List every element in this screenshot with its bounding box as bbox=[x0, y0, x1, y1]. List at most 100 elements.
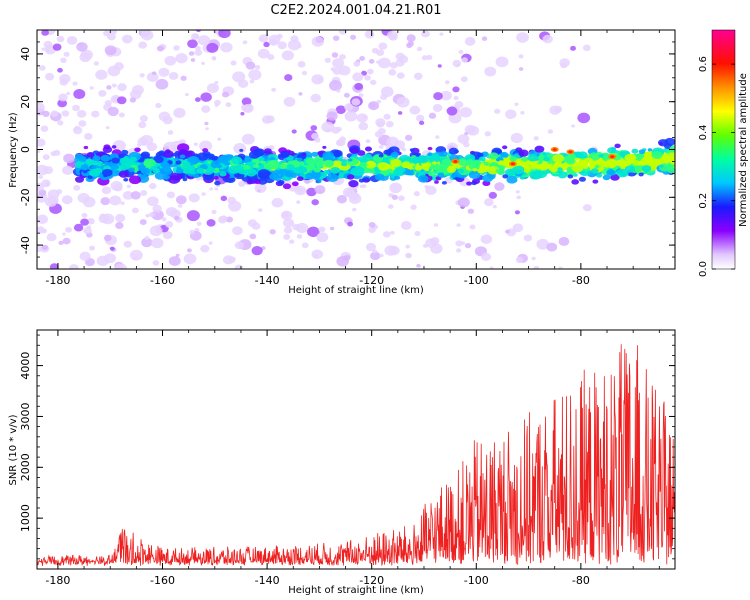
noise-blob bbox=[100, 197, 111, 206]
noise-blob bbox=[73, 223, 84, 232]
band-blob bbox=[549, 166, 558, 173]
band-blob bbox=[477, 168, 485, 174]
band-blob bbox=[675, 153, 681, 157]
band-blob bbox=[313, 167, 322, 173]
noise-blob bbox=[217, 137, 222, 141]
noise-blob bbox=[387, 30, 398, 40]
noise-blob bbox=[317, 77, 323, 82]
band-blob bbox=[468, 170, 481, 180]
noise-blob bbox=[218, 30, 231, 39]
noise-blob bbox=[332, 35, 340, 41]
band-blob bbox=[348, 158, 353, 162]
noise-blob bbox=[197, 35, 211, 46]
band-blob bbox=[596, 173, 603, 178]
noise-blob bbox=[428, 112, 437, 119]
noise-blob bbox=[66, 36, 78, 45]
noise-blob bbox=[57, 67, 63, 73]
band-blob bbox=[412, 156, 422, 164]
noise-blob bbox=[446, 106, 458, 116]
noise-blob bbox=[41, 30, 49, 36]
band-blob bbox=[350, 167, 363, 176]
noise-blob bbox=[558, 266, 563, 269]
noise-blob bbox=[73, 89, 86, 100]
noise-blob bbox=[146, 72, 159, 82]
band-blob bbox=[363, 177, 368, 181]
band-blob bbox=[333, 150, 343, 157]
band-blob bbox=[679, 160, 688, 166]
band-blob bbox=[137, 170, 142, 174]
noise-blob bbox=[364, 75, 371, 81]
spectrogram-xtick-label: -160 bbox=[150, 274, 175, 287]
noise-blob bbox=[79, 52, 92, 63]
band-blob bbox=[100, 154, 111, 162]
band-blob bbox=[606, 169, 616, 176]
band-blob bbox=[349, 147, 360, 154]
noise-blob bbox=[38, 65, 46, 71]
noise-blob bbox=[467, 125, 480, 136]
noise-blob bbox=[495, 56, 509, 68]
noise-blob bbox=[464, 243, 472, 249]
noise-blob bbox=[200, 244, 210, 253]
band-blob bbox=[669, 145, 675, 153]
noise-blob bbox=[248, 69, 262, 81]
noise-blob bbox=[533, 265, 540, 269]
band-blob bbox=[676, 153, 683, 158]
noise-blob bbox=[421, 55, 428, 61]
noise-blob bbox=[214, 187, 219, 191]
noise-blob bbox=[385, 120, 394, 128]
noise-blob bbox=[343, 92, 350, 98]
noise-blob bbox=[241, 97, 252, 106]
noise-blob bbox=[335, 139, 344, 147]
band-blob bbox=[277, 180, 285, 185]
noise-blob bbox=[62, 232, 66, 236]
noise-blob bbox=[65, 226, 72, 233]
band-blob bbox=[322, 145, 327, 149]
band-blob bbox=[420, 163, 430, 170]
band-blob bbox=[291, 181, 299, 187]
band-blob bbox=[502, 174, 509, 179]
noise-blob bbox=[454, 101, 464, 109]
noise-blob bbox=[520, 110, 525, 115]
noise-blob bbox=[559, 58, 570, 68]
noise-blob bbox=[194, 49, 203, 56]
band-blob bbox=[592, 179, 599, 184]
noise-blob bbox=[290, 35, 299, 43]
band-blob bbox=[679, 158, 686, 163]
noise-blob bbox=[518, 67, 524, 71]
band-blob bbox=[300, 166, 308, 173]
band-blob bbox=[416, 152, 421, 156]
noise-blob bbox=[168, 256, 181, 267]
band-blob bbox=[594, 164, 600, 169]
noise-blob bbox=[44, 196, 58, 207]
noise-blob bbox=[297, 61, 306, 68]
noise-blob bbox=[180, 75, 187, 81]
noise-blob bbox=[43, 166, 54, 175]
noise-blob bbox=[173, 107, 186, 119]
snr-ytick-label: 3000 bbox=[19, 402, 32, 430]
noise-blob bbox=[241, 133, 255, 145]
noise-blob bbox=[542, 34, 553, 44]
noise-blob bbox=[38, 175, 44, 180]
noise-blob bbox=[186, 248, 192, 253]
band-blob bbox=[275, 171, 285, 178]
noise-blob bbox=[133, 256, 138, 261]
band-blob bbox=[246, 179, 254, 185]
noise-blob bbox=[82, 196, 96, 208]
band-blob bbox=[658, 142, 664, 146]
band-blob bbox=[243, 166, 249, 170]
band-blob bbox=[390, 151, 400, 158]
noise-blob bbox=[129, 249, 143, 261]
noise-blob bbox=[359, 184, 365, 189]
noise-blob bbox=[456, 223, 461, 227]
noise-blob bbox=[335, 105, 346, 114]
noise-blob bbox=[365, 242, 377, 252]
noise-blob bbox=[126, 184, 131, 189]
noise-blob bbox=[43, 40, 53, 49]
band-blob bbox=[428, 154, 441, 163]
noise-blob bbox=[459, 107, 472, 118]
snr-panel: -180 -160 -140 -120 -100 -801000200030004000 … bbox=[8, 329, 676, 596]
band-blob bbox=[365, 160, 377, 169]
noise-blob bbox=[533, 136, 539, 141]
band-blob bbox=[677, 162, 687, 169]
colorbar-tick-label: 0.4 bbox=[698, 124, 709, 140]
